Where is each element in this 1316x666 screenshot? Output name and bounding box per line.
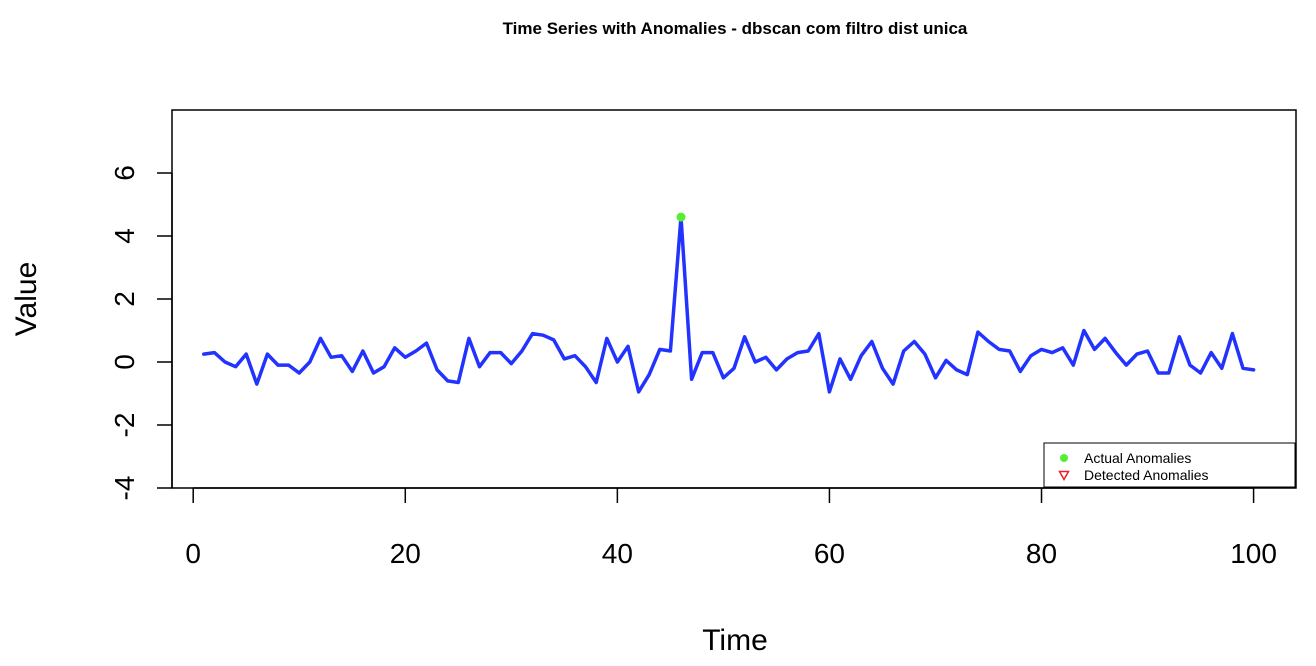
x-tick-label: 0	[185, 538, 201, 569]
y-axis-label: Value	[10, 262, 43, 337]
plot-frame	[171, 109, 1297, 489]
chart-title: Time Series with Anomalies - dbscan com …	[503, 19, 968, 38]
legend-detected-marker	[1058, 470, 1070, 482]
legend-box	[1043, 442, 1296, 488]
y-tick-label: 0	[109, 354, 140, 370]
legend-actual-marker	[1060, 454, 1068, 462]
x-axis-label: Time	[702, 624, 768, 657]
legend: Actual Anomalies Detected Anomalies	[1043, 442, 1296, 488]
anomaly-layer	[676, 212, 686, 222]
x-axis: 0 20 40 60 80 100	[185, 487, 1277, 569]
series-layer	[202, 215, 1256, 394]
series-line	[202, 215, 1256, 394]
x-tick-label: 60	[814, 538, 845, 569]
y-tick-label: -2	[109, 413, 140, 438]
x-tick-label: 40	[602, 538, 633, 569]
legend-actual-label: Actual Anomalies	[1084, 450, 1191, 466]
y-tick-label: 2	[109, 291, 140, 307]
y-tick-label: -4	[109, 476, 140, 501]
actual-anomaly-point	[676, 212, 686, 222]
y-tick-label: 4	[109, 228, 140, 244]
y-axis: -4 -2 0 2 4 6	[109, 165, 173, 501]
x-tick-label: 100	[1230, 538, 1277, 569]
legend-detected-label: Detected Anomalies	[1084, 467, 1209, 483]
x-tick-label: 80	[1026, 538, 1057, 569]
y-tick-label: 6	[109, 165, 140, 181]
x-tick-label: 20	[390, 538, 421, 569]
